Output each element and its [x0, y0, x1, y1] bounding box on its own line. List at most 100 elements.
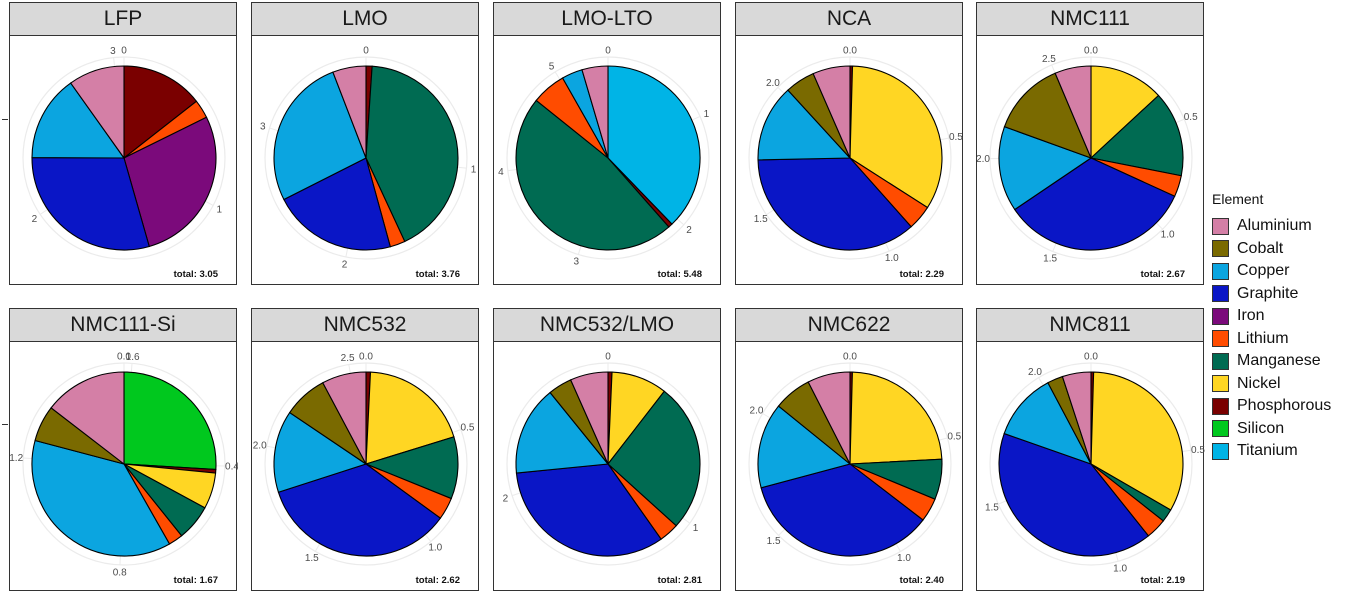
angle-tick-label: 2.0 [750, 406, 764, 417]
pie-plot-area: 0.0 0.4 0.8 1.2 1.6 total: 1.67 [9, 341, 238, 591]
pie-slice-copper [515, 391, 610, 474]
panel-title: NCA [735, 2, 963, 36]
legend-swatch [1212, 307, 1229, 325]
angle-tick-label: 1.0 [1161, 230, 1175, 241]
pie-slice-graphite [283, 157, 391, 251]
pie-slice-nickel [849, 371, 943, 465]
angle-tick-label: 0.8 [113, 567, 127, 578]
pie-chart: 0.0 0.5 1.0 1.5 2.0 2.5 [977, 46, 1198, 265]
angle-tick-label: 0.0 [359, 352, 373, 363]
legend-swatch [1212, 375, 1229, 393]
pie-slice-aluminium [812, 65, 851, 159]
angle-tick-label: 4 [498, 167, 504, 178]
legend-items: Aluminium Cobalt Copper Graphite Iron Lithium… [1212, 215, 1362, 463]
legend-swatch [1212, 397, 1229, 415]
angle-tick-label: 2 [32, 214, 38, 225]
pie-slice-aluminium [569, 371, 609, 465]
legend-swatch [1212, 217, 1229, 235]
legend-item-iron: Iron [1212, 305, 1362, 328]
pie-slice-copper [31, 82, 126, 159]
pie-slice-iron [123, 116, 217, 248]
legend-item-aluminium: Aluminium [1212, 215, 1362, 238]
pie-slice-aluminium [69, 65, 125, 160]
pie-slice-silicon [123, 371, 217, 471]
pie-chart: 0 1 2 3 4 5 [498, 46, 710, 268]
legend-label: Graphite [1237, 284, 1299, 302]
angle-tick-label: 0.0 [843, 352, 857, 363]
pie-slice-graphite [515, 463, 662, 557]
pie-slice-graphite [277, 463, 442, 557]
angle-tick-label: 2.0 [766, 78, 780, 89]
total-label: total: 3.05 [173, 269, 218, 280]
pie-plot-area: 0 1 2 3 4 5 total: 5.48 [493, 35, 721, 285]
total-label: total: 3.76 [415, 269, 460, 280]
pie-slice-copper [757, 405, 852, 489]
angle-tick-label: 0.0 [117, 352, 131, 363]
panel-title: LMO [251, 2, 479, 36]
legend-item-lithium: Lithium [1212, 328, 1362, 351]
legend-item-graphite: Graphite [1212, 283, 1362, 306]
pie-chart: 0.0 0.5 1.0 1.5 2.0 2.5 [253, 352, 475, 566]
legend-label: Iron [1237, 307, 1265, 325]
angle-tick-label: 1.0 [885, 253, 899, 264]
pie-slice-aluminium [50, 371, 125, 466]
pie-slice-phosphorous [123, 65, 198, 160]
angle-tick-label: 0 [121, 46, 127, 57]
total-label: total: 5.48 [657, 269, 702, 280]
pie-panel: NCA 0.0 0.5 1.0 1.5 2.0 total: 2.29 [735, 2, 963, 285]
angle-tick-label: 1.5 [767, 536, 781, 547]
angle-tick-label: 0.0 [1084, 46, 1098, 57]
legend-label: Titanium [1237, 442, 1298, 460]
pie-slice-manganese [365, 65, 459, 243]
legend-swatch [1212, 442, 1229, 460]
legend-swatch [1212, 330, 1229, 348]
angle-tick-label: 2.5 [1042, 54, 1056, 65]
total-label: total: 2.62 [415, 575, 460, 586]
row-axis-tick [2, 119, 8, 120]
angle-tick-label: 0.0 [1084, 352, 1098, 363]
legend-item-copper: Copper [1212, 260, 1362, 283]
angle-tick-label: 1 [704, 109, 710, 120]
pie-slice-copper [31, 439, 171, 557]
legend-swatch [1212, 352, 1229, 370]
facet-grid: LFP 3 0 1 2 total: 3.05 LMO 0 1 2 3 total: 3.76 LMO-… [9, 2, 1205, 591]
legend-title: Element [1212, 191, 1264, 207]
pie-slice-graphite [757, 157, 912, 251]
angle-tick-label: 1 [693, 523, 699, 534]
pie-slice-aluminium [1054, 65, 1092, 159]
pie-panel: LMO 0 1 2 3 total: 3.76 [251, 2, 479, 285]
pie-slice-cobalt [1003, 72, 1092, 159]
legend-label: Lithium [1237, 329, 1289, 347]
pie-plot-area: 0.0 0.5 1.0 1.5 2.0 total: 2.40 [735, 341, 963, 591]
legend-swatch [1212, 420, 1229, 438]
angle-tick-label: 2.0 [253, 441, 267, 452]
angle-tick-label: 0 [363, 46, 369, 57]
legend-item-nickel: Nickel [1212, 373, 1362, 396]
pie-slice-nickel [1090, 65, 1160, 160]
pie-chart: 3 0 1 2 [22, 46, 226, 260]
legend-item-silicon: Silicon [1212, 418, 1362, 441]
angle-tick-label: 0.0 [843, 46, 857, 57]
pie-slice-graphite [998, 432, 1150, 557]
legend-item-titanium: Titanium [1212, 440, 1362, 463]
angle-tick-label: 0 [605, 46, 611, 57]
legend-label: Silicon [1237, 419, 1285, 437]
pie-slice-copper [273, 71, 367, 201]
panel-title: NMC622 [735, 308, 963, 342]
angle-tick-label: 1.0 [428, 542, 442, 553]
angle-tick-label: 1 [471, 164, 477, 175]
panel-title: NMC532/LMO [493, 308, 721, 342]
angle-tick-label: 2.5 [341, 353, 355, 364]
pie-slice-titanium [607, 65, 701, 225]
angle-tick-label: 3 [260, 122, 266, 133]
pie-slice-aluminium [807, 371, 851, 465]
pie-slice-copper [998, 125, 1093, 211]
pie-slice-copper [1003, 381, 1093, 465]
total-label: total: 2.67 [1140, 269, 1185, 280]
pie-chart: 0 1 2 3 [260, 46, 477, 271]
angle-tick-label: 2 [503, 493, 509, 504]
angle-tick-label: 3 [574, 257, 580, 268]
pie-plot-area: 3 0 1 2 total: 3.05 [9, 35, 237, 285]
pie-slice-aluminium [1061, 371, 1092, 465]
pie-slice-graphite [760, 463, 924, 557]
